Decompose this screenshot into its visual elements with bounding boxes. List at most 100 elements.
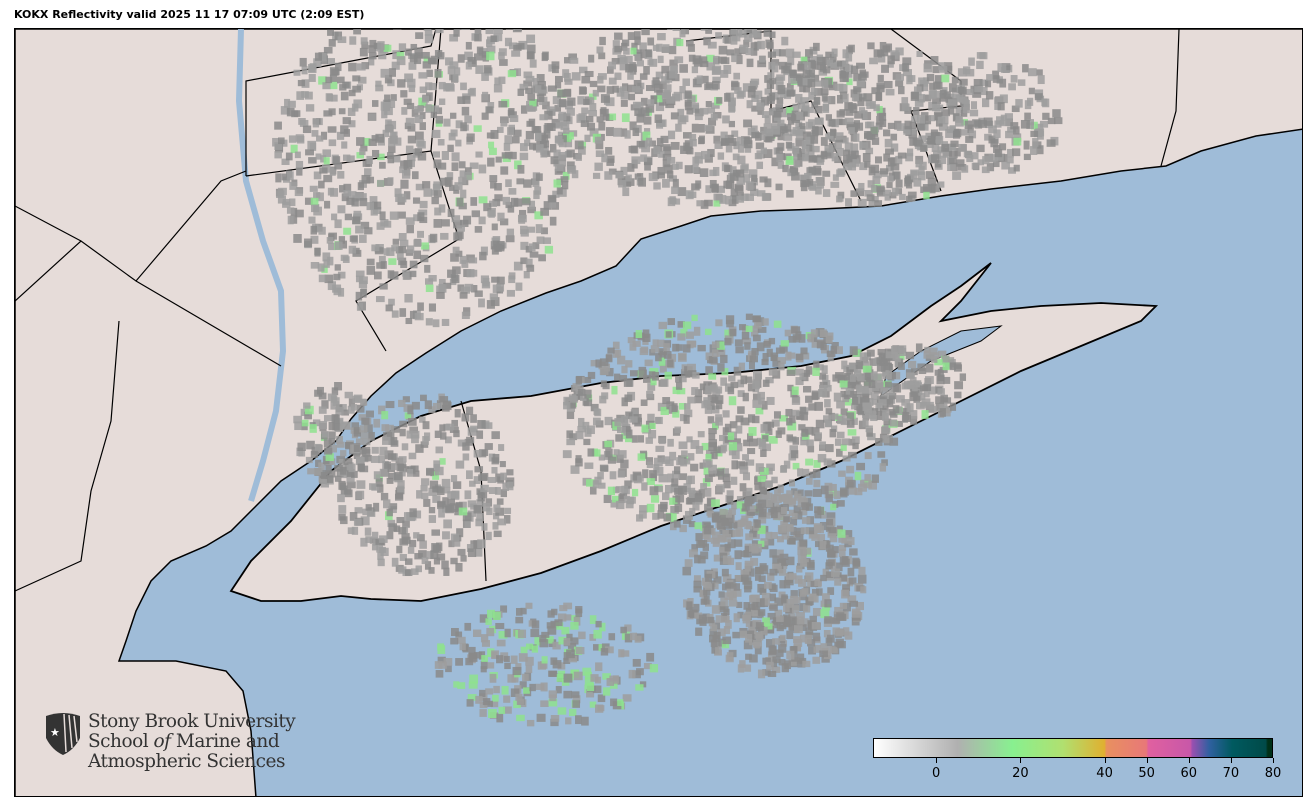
echo-pixel: [671, 186, 679, 195]
echo-pixel: [797, 554, 807, 564]
echo-pixel: [504, 628, 511, 638]
echo-pixel: [555, 75, 563, 83]
echo-pixel: [767, 538, 775, 546]
echo-pixel: [777, 524, 787, 534]
echo-pixel: [760, 538, 769, 546]
echo-pixel: [400, 90, 408, 98]
echo-pixel: [587, 371, 596, 379]
echo-pixel: [499, 461, 506, 468]
echo-pixel: [434, 430, 442, 438]
echo-pixel: [655, 445, 665, 452]
echo-pixel: [310, 197, 319, 206]
echo-pixel: [555, 122, 563, 129]
echo-pixel: [451, 162, 459, 171]
echo-pixel: [636, 668, 644, 676]
echo-pixel: [402, 272, 410, 280]
echo-pixel: [709, 344, 719, 354]
echo-pixel: [956, 159, 965, 167]
echo-pixel: [588, 54, 595, 63]
echo-pixel: [513, 44, 522, 51]
echo-pixel: [642, 131, 651, 141]
echo-pixel: [868, 199, 875, 207]
echo-pixel: [739, 660, 746, 668]
echo-pixel: [628, 145, 637, 153]
echo-pixel: [703, 580, 711, 589]
echo-pixel: [464, 283, 474, 292]
echo-pixel: [488, 708, 497, 718]
echo-pixel: [465, 61, 472, 70]
echo-pixel: [621, 42, 628, 51]
echo-pixel: [726, 49, 735, 56]
echo-pixel: [375, 84, 384, 92]
echo-pixel: [348, 89, 356, 97]
echo-pixel: [608, 633, 616, 641]
echo-pixel: [310, 225, 318, 235]
echo-pixel: [650, 376, 657, 386]
echo-pixel: [937, 350, 947, 358]
echo-pixel: [423, 56, 430, 63]
echo-pixel: [535, 132, 542, 142]
echo-pixel: [803, 385, 812, 393]
echo-pixel: [730, 188, 738, 197]
echo-pixel: [806, 106, 814, 113]
echo-pixel: [660, 406, 669, 416]
echo-pixel: [830, 181, 840, 188]
echo-pixel: [972, 119, 981, 127]
echo-pixel: [305, 456, 313, 464]
echo-pixel: [827, 353, 834, 362]
echo-pixel: [406, 102, 415, 110]
echo-pixel: [577, 96, 585, 105]
echo-pixel: [841, 137, 849, 144]
echo-pixel: [495, 473, 504, 482]
radar-map[interactable]: [14, 28, 1303, 797]
echo-pixel: [707, 107, 716, 114]
echo-pixel: [334, 241, 343, 250]
echo-pixel: [405, 145, 414, 154]
echo-pixel: [452, 246, 460, 254]
echo-pixel: [519, 152, 529, 161]
echo-pixel: [814, 117, 824, 125]
echo-pixel: [798, 509, 808, 516]
echo-pixel: [585, 97, 595, 105]
echo-pixel: [410, 465, 419, 472]
echo-pixel: [457, 96, 466, 104]
echo-pixel: [811, 392, 819, 401]
echo-pixel: [735, 346, 744, 354]
echo-pixel: [643, 116, 652, 125]
echo-pixel: [789, 415, 796, 424]
echo-pixel: [425, 318, 433, 326]
echo-pixel: [432, 402, 441, 410]
echo-pixel: [670, 513, 677, 522]
echo-pixel: [648, 429, 657, 439]
echo-pixel: [325, 453, 334, 461]
echo-pixel: [805, 458, 814, 466]
echo-pixel: [625, 411, 633, 420]
echo-pixel: [932, 97, 941, 105]
echo-pixel: [857, 375, 866, 382]
echo-pixel: [468, 681, 478, 689]
echo-pixel: [814, 126, 823, 136]
echo-pixel: [397, 480, 405, 489]
echo-pixel: [836, 169, 845, 177]
echo-pixel: [530, 629, 540, 638]
echo-pixel: [584, 134, 591, 143]
echo-pixel: [617, 450, 627, 459]
echo-pixel: [411, 171, 419, 180]
echo-pixel: [646, 137, 653, 147]
echo-pixel: [951, 76, 959, 84]
echo-pixel: [449, 503, 458, 513]
echo-pixel: [564, 78, 573, 85]
echo-pixel: [581, 75, 591, 84]
echo-pixel: [858, 420, 866, 430]
echo-pixel: [334, 264, 341, 271]
echo-pixel: [742, 454, 749, 461]
echo-pixel: [695, 389, 703, 398]
echo-pixel: [831, 617, 841, 624]
echo-pixel: [866, 427, 873, 437]
echo-pixel: [336, 435, 343, 444]
echo-pixel: [474, 33, 482, 42]
echo-pixel: [506, 228, 515, 236]
echo-pixel: [772, 494, 782, 504]
echo-pixel: [462, 442, 470, 451]
echo-pixel: [813, 42, 820, 51]
